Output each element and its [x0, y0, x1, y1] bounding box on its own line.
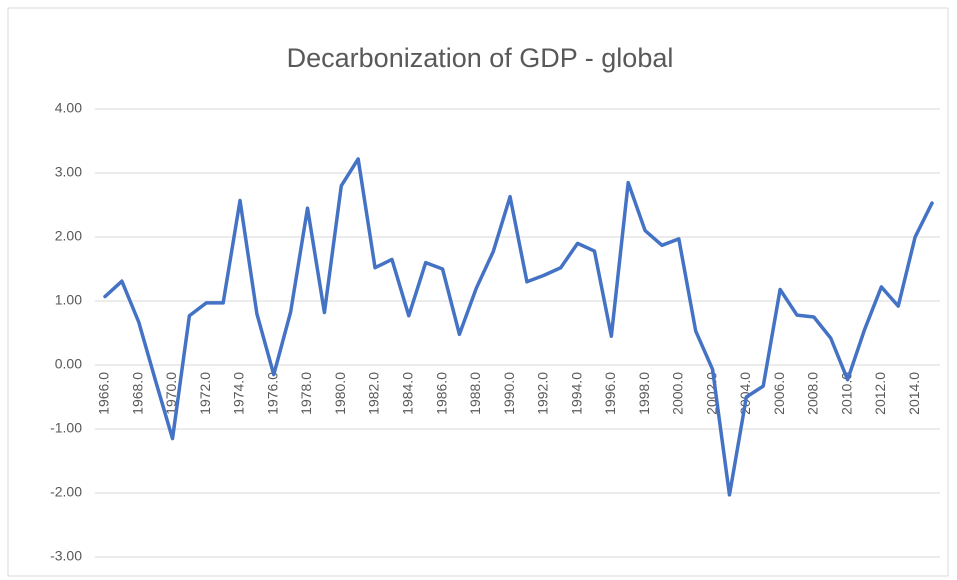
x-tick-label: 2014.0: [906, 372, 922, 415]
x-tick-label: 2010.0: [838, 372, 854, 415]
x-tick-label: 1970.0: [163, 372, 179, 415]
x-tick-label: 1992.0: [535, 372, 551, 415]
chart-border: [7, 7, 949, 577]
x-tick-label: 1984.0: [399, 372, 415, 415]
x-tick-label: 1974.0: [231, 372, 247, 415]
x-tick-label: 2004.0: [737, 372, 753, 415]
x-tick-label: 1996.0: [602, 372, 618, 415]
data-line: [103, 157, 934, 497]
y-tick-label: 1.00: [55, 292, 82, 308]
x-tick-label: 1994.0: [568, 372, 584, 415]
y-tick-label: -3.00: [50, 548, 82, 564]
x-tick-label: 1972.0: [197, 372, 213, 415]
x-tick-label: 1982.0: [366, 372, 382, 415]
x-tick-label: 1968.0: [129, 372, 145, 415]
x-tick-label: 1986.0: [433, 372, 449, 415]
x-tick-label: 1976.0: [264, 372, 280, 415]
x-tick-label: 1988.0: [467, 372, 483, 415]
y-tick-label: 4.00: [55, 100, 82, 116]
y-tick-label: 3.00: [55, 164, 82, 180]
y-tick-label: -1.00: [50, 420, 82, 436]
x-tick-label: 1980.0: [332, 372, 348, 415]
x-tick-label: 2012.0: [872, 372, 888, 415]
x-tick-label: 1990.0: [501, 372, 517, 415]
x-tick-label: 1966.0: [96, 372, 112, 415]
y-tick-label: 0.00: [55, 356, 82, 372]
x-tick-label: 1998.0: [636, 372, 652, 415]
x-tick-label: 2000.0: [670, 372, 686, 415]
y-tick-label: -2.00: [50, 484, 82, 500]
y-tick-label: 2.00: [55, 228, 82, 244]
x-tick-label: 1978.0: [298, 372, 314, 415]
x-tick-label: 2008.0: [805, 372, 821, 415]
x-tick-label: 2006.0: [771, 372, 787, 415]
chart-title: Decarbonization of GDP - global: [287, 43, 674, 73]
